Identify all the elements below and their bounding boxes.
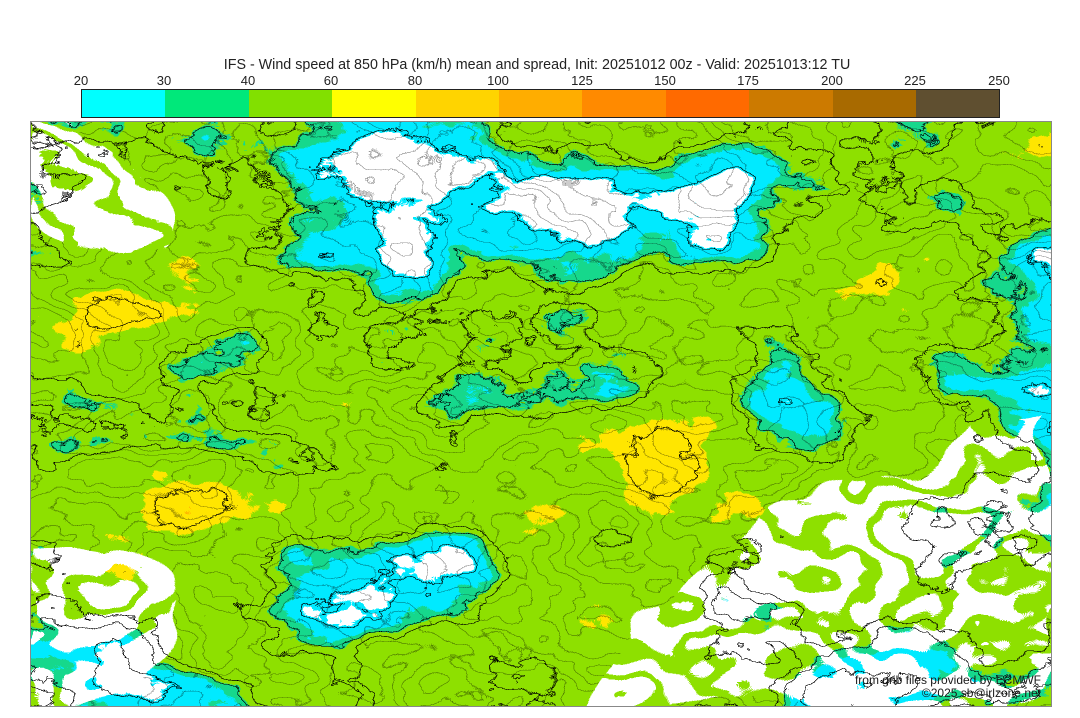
svg-text:©2025 sb@irlzone.net: ©2025 sb@irlzone.net [922, 686, 1042, 700]
svg-text:from grib files provided by EC: from grib files provided by ECMWF [855, 673, 1041, 687]
